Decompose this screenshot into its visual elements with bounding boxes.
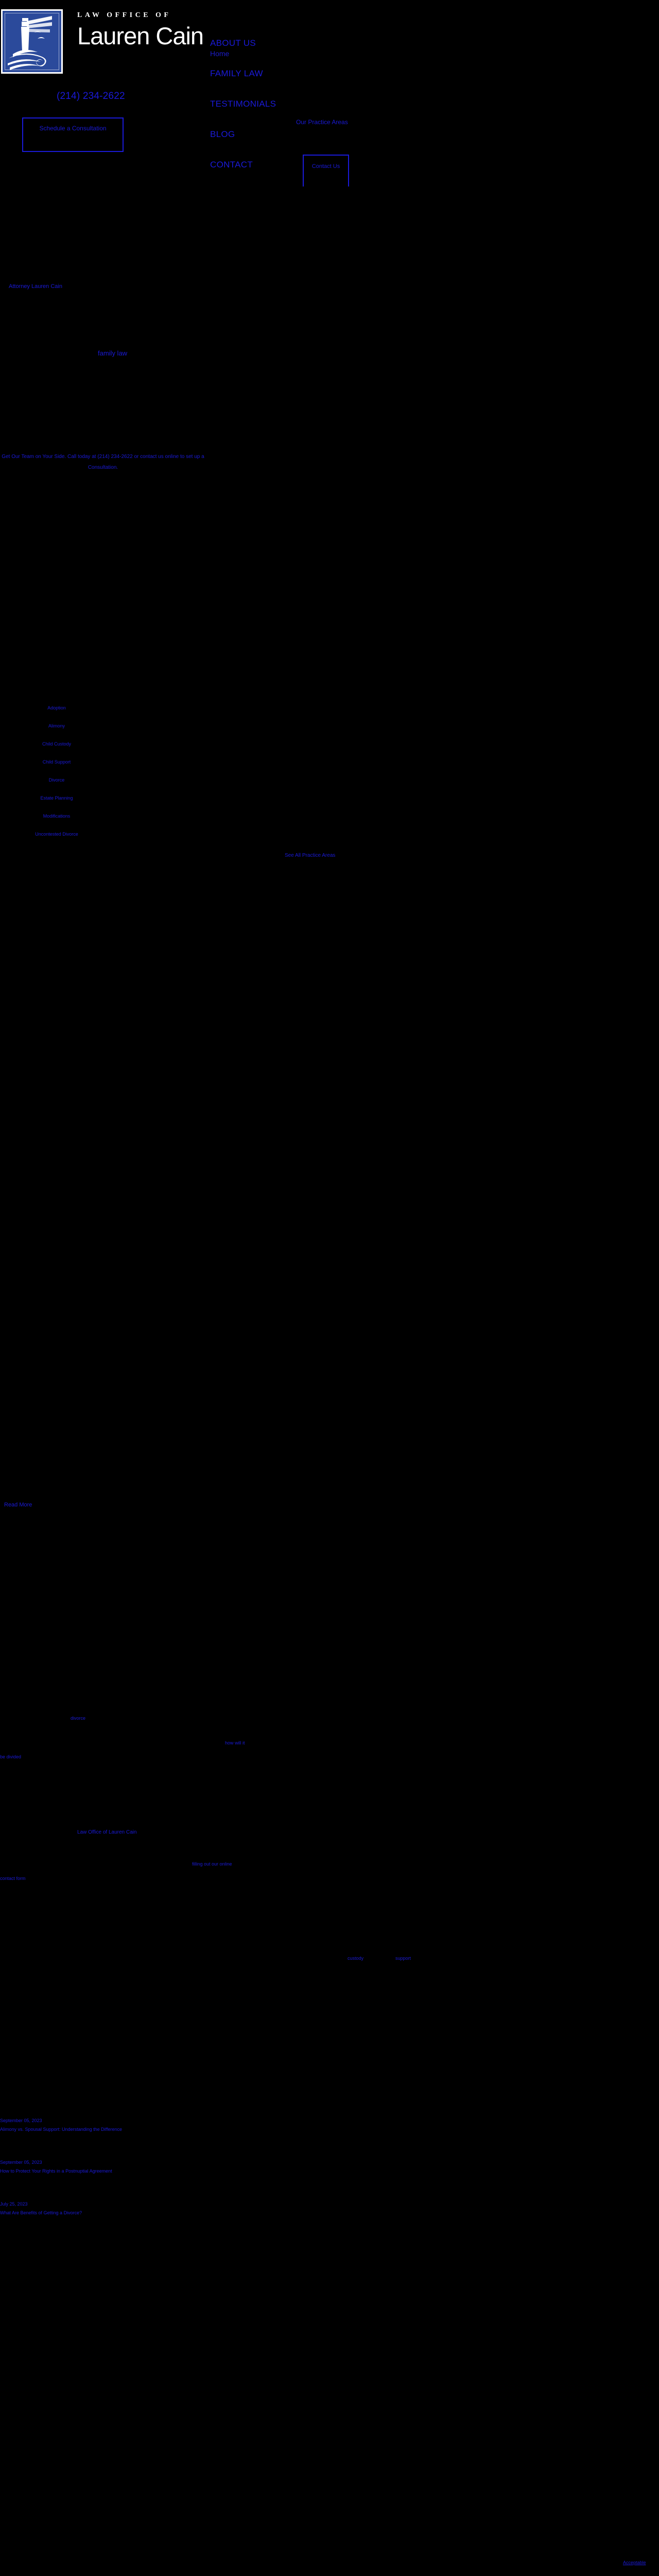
hero-family-law-link[interactable]: family law: [98, 349, 128, 357]
blog-post-date: July 25, 2023: [0, 2201, 28, 2207]
header-phone-link[interactable]: (214) 234-2622: [57, 91, 125, 101]
blog-post-title[interactable]: What Are Benefits of Getting a Divorce?: [0, 2210, 82, 2215]
schedule-consultation-button[interactable]: Schedule a Consultation: [22, 117, 124, 152]
practice-area-child-support[interactable]: Child Support: [42, 759, 71, 765]
practice-areas-list: Adoption Alimony Child Custody Child Sup…: [0, 705, 113, 849]
nav-item-blog[interactable]: BLOG: [210, 129, 235, 139]
see-all-practice-areas-link[interactable]: See All Practice Areas: [285, 853, 336, 858]
blog-post-date: September 05, 2023: [0, 2118, 42, 2123]
nav-item-about-us[interactable]: ABOUT US: [210, 38, 256, 48]
site-header: LAW OFFICE OF Lauren Cain Home ABOUT US …: [0, 0, 659, 187]
contact-us-button[interactable]: Contact Us: [303, 155, 349, 187]
primary-navigation: ABOUT US FAMILY LAW TESTIMONIALS BLOG CO…: [210, 38, 313, 190]
nav-item-contact[interactable]: CONTACT: [210, 160, 253, 170]
practice-area-estate-planning[interactable]: Estate Planning: [40, 795, 73, 801]
acceptable-use-policy-link-start[interactable]: Acceptable: [623, 2560, 646, 2565]
our-practice-areas-link[interactable]: Our Practice Areas: [296, 118, 348, 126]
body-link-firm-name[interactable]: Law Office of Lauren Cain: [77, 1829, 137, 1835]
read-more-link[interactable]: Read More: [4, 1502, 32, 1508]
body-link-support[interactable]: support: [395, 1956, 411, 1961]
logo-brand-name: Lauren Cain: [77, 22, 204, 49]
hero-attorney-link[interactable]: Attorney Lauren Cain: [9, 283, 62, 290]
blog-post-date: September 05, 2023: [0, 2160, 42, 2165]
practice-area-divorce[interactable]: Divorce: [48, 777, 65, 783]
practice-area-adoption[interactable]: Adoption: [47, 705, 66, 710]
practice-area-uncontested-divorce[interactable]: Uncontested Divorce: [35, 832, 78, 837]
blog-post[interactable]: July 25, 2023 What Are Benefits of Getti…: [0, 2201, 319, 2217]
blog-post[interactable]: September 05, 2023 Alimony vs. Spousal S…: [0, 2117, 319, 2133]
body-link-filling-out-online[interactable]: filling out our online: [192, 1861, 232, 1867]
hero-cta-text: Get Our Team on Your Side. Call today at…: [2, 454, 204, 470]
practice-area-alimony[interactable]: Alimony: [48, 723, 65, 728]
site-logo[interactable]: LAW OFFICE OF Lauren Cain: [1, 9, 204, 74]
nav-item-home[interactable]: Home: [210, 49, 230, 58]
practice-area-modifications[interactable]: Modifications: [43, 814, 71, 819]
body-link-custody[interactable]: custody: [348, 1956, 364, 1961]
body-link-be-divided[interactable]: be divided: [0, 1754, 22, 1759]
body-link-contact-form[interactable]: contact form: [0, 1876, 26, 1881]
logo-inner-border: [5, 13, 59, 70]
practice-area-child-custody[interactable]: Child Custody: [42, 741, 72, 747]
blog-post-title[interactable]: Alimony vs. Spousal Support: Understandi…: [0, 2127, 122, 2132]
blog-list: September 05, 2023 Alimony vs. Spousal S…: [0, 2117, 319, 2243]
lighthouse-glyph: [8, 16, 52, 70]
blog-post[interactable]: September 05, 2023 How to Protect Your R…: [0, 2159, 319, 2175]
nav-item-family-law[interactable]: FAMILY LAW: [210, 69, 263, 78]
blog-post-title[interactable]: How to Protect Your Rights in a Postnupt…: [0, 2168, 112, 2174]
logo-text: LAW OFFICE OF Lauren Cain: [77, 9, 204, 49]
logo-kicker: LAW OFFICE OF: [77, 11, 171, 19]
body-link-divorce[interactable]: divorce: [71, 1716, 86, 1721]
body-link-how-will-it[interactable]: how will it: [225, 1740, 245, 1745]
nav-item-testimonials[interactable]: TESTIMONIALS: [210, 99, 276, 109]
lighthouse-icon: [1, 9, 63, 74]
